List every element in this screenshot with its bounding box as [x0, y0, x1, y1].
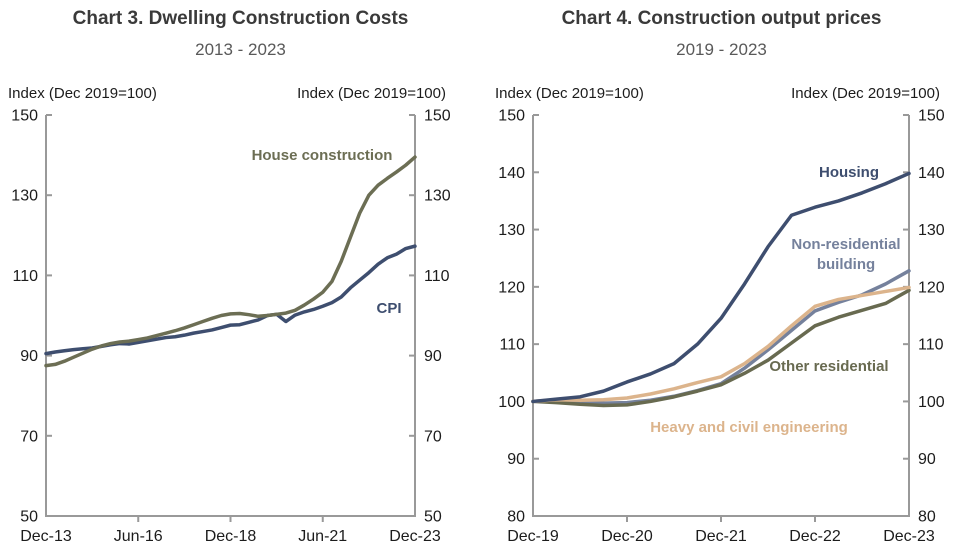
chart3-panel: Chart 3. Dwelling Construction Costs 201…	[8, 8, 451, 545]
x-tick-label: Dec-13	[20, 528, 72, 545]
y-tick-label-right: 80	[918, 509, 936, 526]
x-tick-label: Dec-18	[205, 528, 257, 545]
y-tick-label-left: 80	[507, 509, 525, 526]
y-tick-label-left: 150	[498, 108, 525, 125]
chart3-title: Chart 3. Dwelling Construction Costs	[72, 8, 409, 29]
x-axis-ticks: Dec-19 Dec-20 Dec-21 Dec-22 Dec-23	[507, 516, 935, 545]
y-tick-label-right: 140	[918, 165, 945, 182]
x-axis-ticks: Dec-13 Jun-16 Dec-18 Jun-21 Dec-23	[20, 516, 441, 545]
y-tick-label-left: 90	[507, 451, 525, 468]
axis-header-left: Index (Dec 2019=100)	[495, 85, 644, 102]
y-axis-ticks: 80 80 90 90 100 100 110 110 120 120 130 130 140 140 15…	[498, 108, 945, 526]
x-tick-label: Dec-19	[507, 528, 559, 545]
y-tick-label-left: 110	[12, 268, 38, 285]
y-tick-label-right: 100	[918, 394, 945, 411]
axis-header-right: Index (Dec 2019=100)	[297, 85, 446, 102]
y-tick-label-right: 130	[424, 188, 451, 205]
series-housing	[531, 171, 911, 404]
y-tick-label-right: 90	[918, 451, 936, 468]
series-label-cpi: CPI	[376, 300, 401, 317]
series-label-other-residential: Other residential	[769, 358, 888, 375]
y-tick-label-left: 120	[498, 279, 525, 296]
y-tick-label-left: 50	[20, 509, 38, 526]
y-tick-label-left: 70	[20, 428, 38, 445]
series-label-housing: Housing	[819, 164, 879, 181]
series-house-construction	[44, 155, 417, 368]
chart4-plot-area: Index (Dec 2019=100) Index (Dec 2019=100)…	[495, 85, 945, 545]
y-tick-label-right: 150	[424, 108, 451, 125]
x-tick-label: Dec-23	[389, 528, 441, 545]
y-tick-label-left: 110	[499, 337, 525, 354]
axis-header-left: Index (Dec 2019=100)	[8, 85, 157, 102]
y-tick-label-right: 110	[424, 268, 450, 285]
y-tick-label-right: 50	[424, 509, 442, 526]
x-tick-label: Jun-21	[298, 528, 347, 545]
axis-header-right: Index (Dec 2019=100)	[791, 85, 940, 102]
series-label-house-construction: House construction	[252, 147, 393, 164]
y-tick-label-left: 90	[20, 348, 38, 365]
svg-text:Non-residential: Non-residential	[791, 236, 900, 253]
series-cpi	[44, 244, 417, 356]
x-tick-label: Jun-16	[114, 528, 163, 545]
y-tick-label-right: 120	[918, 279, 945, 296]
x-tick-label: Dec-20	[601, 528, 653, 545]
series-other-residential	[531, 288, 911, 408]
y-axis-ticks: 50 50 70 70 90 90 110 110 130 130 150 150	[11, 108, 451, 526]
x-tick-label: Dec-22	[789, 528, 841, 545]
y-tick-label-right: 130	[918, 222, 945, 239]
x-tick-label: Dec-21	[695, 528, 747, 545]
y-tick-label-right: 150	[918, 108, 945, 125]
y-tick-label-left: 100	[498, 394, 525, 411]
y-tick-label-right: 70	[424, 428, 442, 445]
svg-text:building: building	[817, 256, 875, 273]
y-tick-label-right: 90	[424, 348, 442, 365]
chart3-subtitle: 2013 - 2023	[195, 40, 286, 59]
series-heavy-and-civil-engineering	[531, 285, 911, 404]
chart4-panel: Chart 4. Construction output prices 2019…	[481, 0, 962, 556]
y-tick-label-left: 150	[11, 108, 38, 125]
x-tick-label: Dec-23	[883, 528, 935, 545]
chart4-subtitle: 2019 - 2023	[676, 40, 767, 59]
y-tick-label-left: 130	[11, 188, 38, 205]
chart4-title: Chart 4. Construction output prices	[561, 8, 882, 29]
series-label-non-residential-building: Non-residential building	[791, 236, 900, 273]
chart3-plot-area: Index (Dec 2019=100) Index (Dec 2019=100)…	[8, 85, 451, 545]
y-tick-label-left: 130	[498, 222, 525, 239]
y-tick-label-left: 140	[498, 165, 525, 182]
series-label-heavy-and-civil-engineering: Heavy and civil engineering	[650, 419, 848, 436]
y-tick-label-right: 110	[918, 337, 944, 354]
